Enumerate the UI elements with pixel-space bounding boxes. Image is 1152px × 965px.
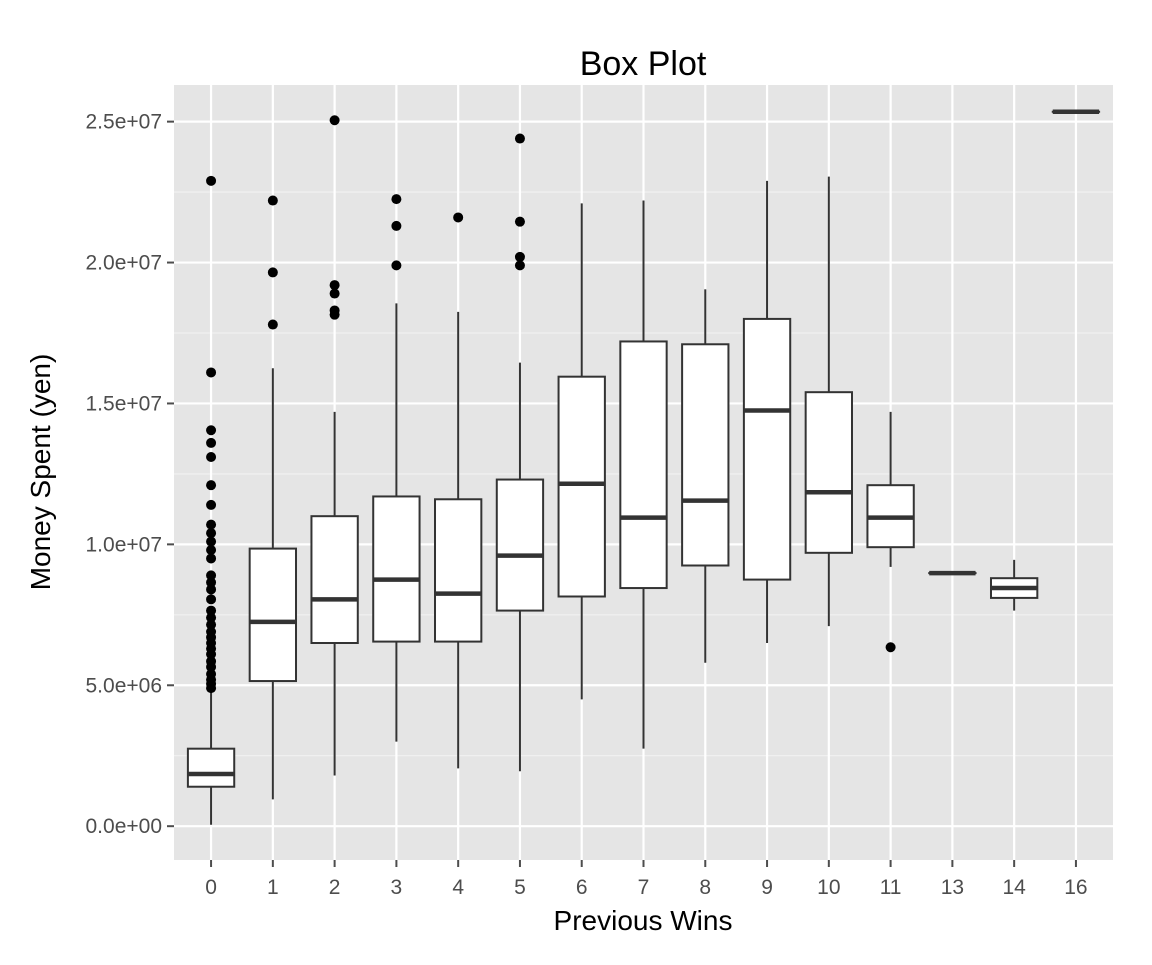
y-tick-label: 1.0e+07 (86, 533, 163, 556)
box-iqr (806, 392, 852, 553)
x-tick-label: 9 (761, 876, 773, 899)
y-axis-title: Money Spent (yen) (25, 354, 56, 591)
outlier-point (391, 194, 401, 204)
outlier-point (268, 267, 278, 277)
y-tick-label: 2.0e+07 (86, 252, 163, 275)
x-tick-label: 8 (699, 876, 711, 899)
x-tick-label: 11 (880, 876, 902, 899)
y-tick-label: 1.5e+07 (86, 392, 163, 415)
outlier-point (268, 320, 278, 330)
outlier-point (391, 260, 401, 270)
x-tick-label: 1 (267, 876, 279, 899)
x-tick-label: 10 (817, 876, 840, 899)
box-iqr (497, 480, 543, 611)
box-iqr (373, 496, 419, 641)
outlier-point (206, 570, 216, 580)
box-iqr (188, 749, 234, 787)
x-tick-label: 14 (1002, 876, 1026, 899)
outlier-point (206, 367, 216, 377)
x-tick-label: 7 (638, 876, 650, 899)
outlier-point (391, 221, 401, 231)
outlier-point (515, 252, 525, 262)
y-tick-label: 5.0e+06 (86, 674, 163, 697)
x-tick-label: 5 (514, 876, 526, 899)
x-tick-label: 2 (329, 876, 341, 899)
outlier-point (453, 212, 463, 222)
box-iqr (559, 377, 605, 597)
x-tick-label: 13 (941, 876, 964, 899)
outlier-point (206, 176, 216, 186)
outlier-point (206, 606, 216, 616)
y-tick-label: 2.5e+07 (86, 111, 163, 134)
box-iqr (744, 319, 790, 580)
chart-title: Box Plot (580, 45, 707, 83)
box-iqr (620, 341, 666, 588)
outlier-point (206, 500, 216, 510)
x-tick-label: 4 (452, 876, 464, 899)
outlier-point (206, 594, 216, 604)
x-tick-label: 16 (1064, 876, 1087, 899)
x-axis-title: Previous Wins (554, 905, 733, 936)
outlier-point (206, 480, 216, 490)
x-tick-label: 6 (576, 876, 588, 899)
outlier-point (268, 196, 278, 206)
box-iqr (311, 516, 357, 643)
outlier-point (330, 280, 340, 290)
outlier-point (206, 438, 216, 448)
outlier-point (515, 134, 525, 144)
box-iqr (250, 549, 296, 681)
outlier-point (206, 520, 216, 530)
outlier-point (886, 642, 896, 652)
outlier-point (330, 305, 340, 315)
outlier-point (206, 425, 216, 435)
outlier-point (515, 217, 525, 227)
box-iqr (682, 344, 728, 565)
box-iqr (435, 499, 481, 641)
outlier-point (206, 452, 216, 462)
outlier-point (330, 115, 340, 125)
x-tick-label: 0 (205, 876, 217, 899)
x-tick-label: 3 (391, 876, 403, 899)
y-tick-label: 0.0e+00 (86, 815, 163, 838)
